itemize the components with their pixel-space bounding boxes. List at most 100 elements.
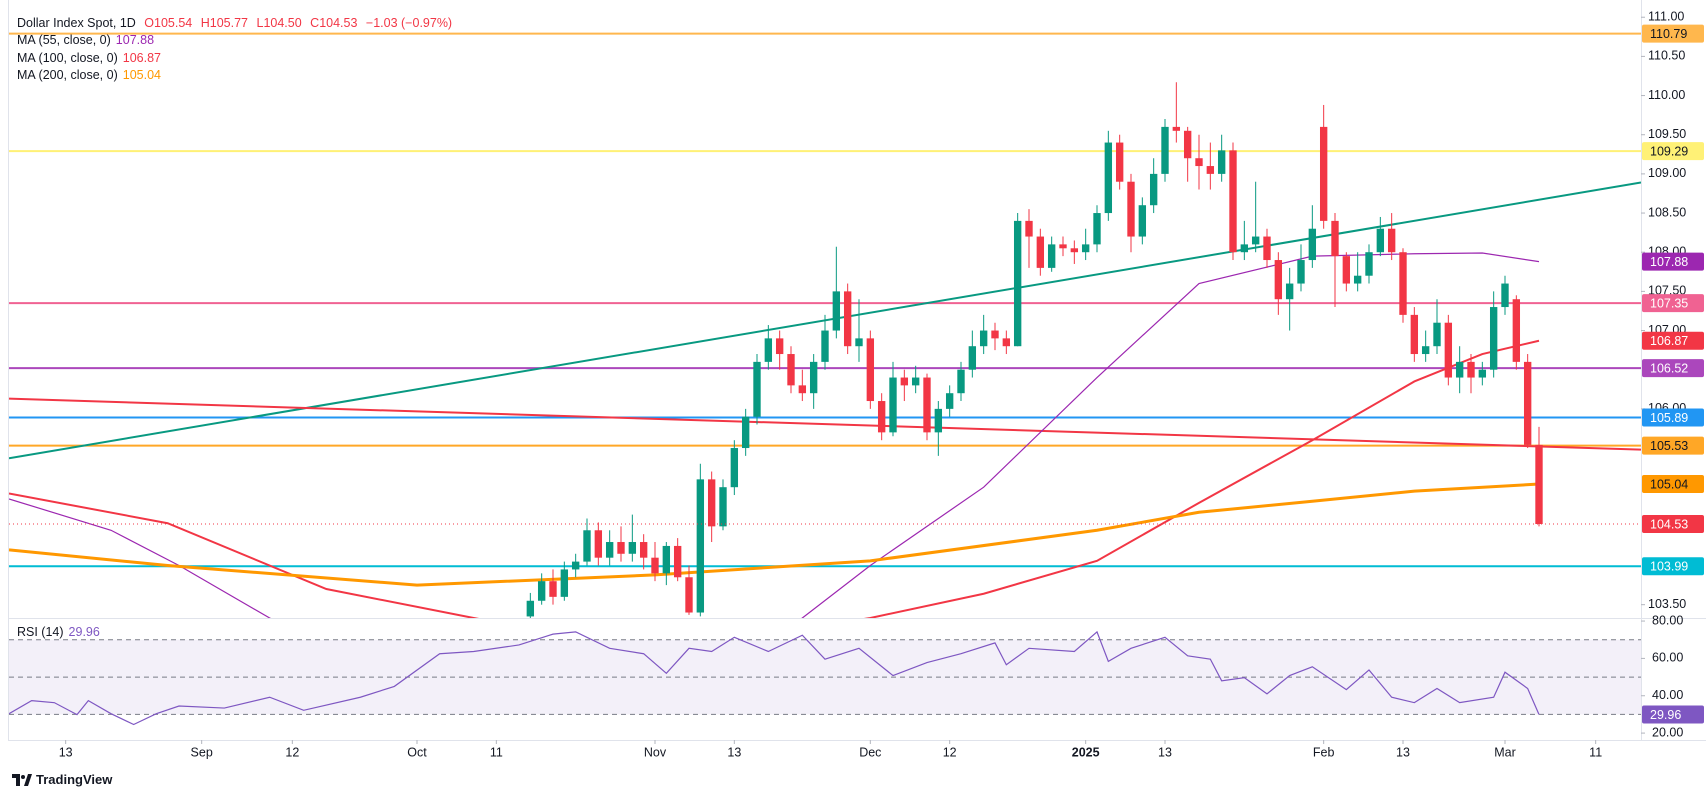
ma-value: 106.87 [122, 50, 161, 65]
trend-line [9, 397, 1641, 451]
candle-body [1399, 252, 1407, 315]
price-badge-label: 109.29 [1650, 144, 1688, 158]
rsi-pane [9, 630, 1641, 726]
candle-body [1376, 228, 1385, 253]
candle-body [707, 479, 716, 527]
y-tick-label: 108.50 [1648, 205, 1686, 219]
candle-body [617, 542, 625, 554]
x-tick-label: Oct [407, 745, 427, 759]
ma-name: MA (100, close, 0) [17, 50, 118, 65]
change-label: −1.03 (−0.97%) [365, 16, 453, 30]
candle-body [968, 346, 977, 370]
price-badge [1642, 705, 1704, 724]
candle-body [673, 545, 682, 578]
price-badge-label: 105.89 [1650, 411, 1688, 425]
price-badge-label: 105.04 [1650, 477, 1688, 491]
candle-body [775, 338, 784, 355]
candle-body [1104, 142, 1113, 214]
candle-body [1274, 260, 1283, 300]
candle-body [560, 569, 569, 597]
y-tick-label: 40.00 [1652, 688, 1683, 702]
candle-body [991, 330, 999, 339]
y-tick-label: 111.00 [1648, 10, 1684, 24]
ma-name: MA (200, close, 0) [17, 68, 118, 82]
candle-body [1093, 213, 1101, 245]
x-tick-label: 11 [490, 745, 503, 759]
candle-body [934, 408, 943, 433]
y-tick-label: 80.00 [1652, 613, 1683, 627]
price-badge [1642, 142, 1704, 161]
candle-body [1467, 361, 1475, 378]
candle-body [1013, 220, 1022, 347]
x-tick-label: Mar [1494, 745, 1516, 759]
candle-body [1138, 205, 1147, 237]
rsi-value: 29.96 [68, 625, 100, 639]
brand: TradingView [36, 772, 113, 787]
moving-average [9, 339, 1540, 618]
candle-body [1047, 244, 1056, 268]
x-tick-label: 13 [1396, 745, 1410, 759]
candle-body [1410, 314, 1419, 355]
rsi-line [9, 630, 1540, 726]
symbol-legend: Dollar Index Spot, 1D O105.54 H105.77 L1… [17, 16, 457, 30]
candle-body [1342, 256, 1351, 284]
candle-body [832, 291, 841, 331]
candle-body [945, 393, 954, 409]
symbol-title: Dollar Index Spot, 1D [17, 16, 136, 30]
candle-body [753, 361, 761, 417]
candle-body [877, 401, 886, 433]
price-badge-label: 105.53 [1650, 439, 1688, 453]
candle-body [537, 581, 546, 601]
candle-body [1512, 299, 1521, 362]
price-badge-label: 107.88 [1650, 255, 1688, 269]
candle-body [900, 377, 909, 386]
ohlc-label: H105.77 [200, 16, 249, 30]
x-tick-label: 13 [727, 745, 741, 759]
candle-body [719, 487, 727, 527]
price-badge-label: 106.52 [1650, 361, 1688, 375]
price-badge [1642, 24, 1704, 43]
price-badge-label: 106.87 [1650, 334, 1688, 348]
ma-legend: MA (100, close, 0) 106.87 [17, 51, 166, 65]
y-tick-label: 109.50 [1648, 127, 1686, 141]
price-badge [1642, 475, 1704, 494]
price-badge [1642, 359, 1704, 378]
candle-body [662, 545, 671, 574]
price-badge-label: 103.99 [1650, 560, 1688, 574]
candle-body [923, 377, 931, 433]
candle-body [979, 330, 988, 347]
candle-body [764, 338, 773, 362]
candle-body [1501, 283, 1509, 308]
candle-body [1195, 158, 1203, 167]
candle-body [1229, 150, 1237, 253]
rsi-legend: RSI (14) 29.96 [17, 625, 105, 639]
candle-body [809, 361, 818, 394]
x-tick-label: 2025 [1072, 745, 1100, 759]
candle-body [1444, 322, 1453, 378]
candle-body [571, 561, 580, 570]
candle-body [1523, 361, 1532, 445]
candle-body [651, 557, 659, 574]
price-badge-label: 107.35 [1650, 296, 1688, 310]
footer: TradingView [12, 772, 112, 787]
price-badge-label: 104.53 [1650, 517, 1688, 531]
price-badge-label: 29.96 [1650, 708, 1681, 722]
candle-body [1161, 126, 1169, 174]
candle-body [696, 479, 705, 613]
candle-body [1059, 244, 1067, 249]
candle-body [1433, 322, 1441, 347]
candle-body [583, 530, 591, 562]
ma-legend: MA (55, close, 0) 107.88 [17, 33, 159, 47]
x-tick-label: Dec [859, 745, 881, 759]
x-tick-label: 13 [1158, 745, 1172, 759]
candle-body [889, 377, 897, 433]
candle-body [821, 330, 829, 362]
candle-body [1115, 142, 1124, 182]
logo [12, 773, 32, 786]
ohlc-label: L104.50 [256, 16, 302, 30]
candle-body [1365, 252, 1373, 276]
price-badge-label: 110.79 [1650, 27, 1687, 41]
candle-body [855, 338, 863, 347]
candle-body [741, 416, 750, 449]
